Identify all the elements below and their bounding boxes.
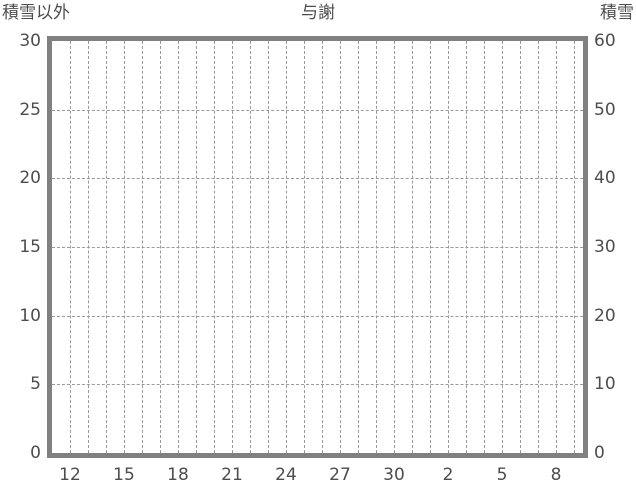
right-axis-ticks: 0 10 20 30 40 50 60	[594, 31, 636, 463]
left-tick-label: 25	[19, 99, 41, 120]
left-tick-label: 15	[19, 237, 41, 257]
x-tick-label: 27	[329, 465, 351, 485]
left-tick-label: 0	[30, 443, 41, 463]
x-axis-ticks: 12 15 18 21 24 27 30 2 5 8	[47, 464, 588, 494]
x-tick-label: 30	[383, 465, 405, 485]
left-tick-label: 30	[19, 31, 41, 51]
right-tick-label: 50	[594, 99, 616, 120]
x-tick-label: 5	[496, 465, 508, 485]
plot-grid	[52, 41, 583, 453]
x-tick-label: 2	[442, 465, 454, 485]
left-tick-label: 20	[19, 168, 41, 189]
right-tick-label: 0	[594, 443, 605, 463]
right-tick-label: 20	[594, 305, 616, 326]
x-tick-label: 18	[167, 465, 189, 485]
x-tick-label: 15	[113, 465, 135, 485]
x-tick-label: 12	[59, 465, 81, 485]
right-axis-caption: 積雪	[600, 3, 634, 23]
horizontal-gridline	[52, 109, 583, 111]
horizontal-gridline	[52, 178, 583, 180]
horizontal-gridline	[52, 315, 583, 317]
right-tick-label: 60	[594, 31, 616, 51]
right-tick-label: 10	[594, 374, 616, 395]
horizontal-gridline	[52, 247, 583, 248]
horizontal-gridline	[52, 384, 583, 386]
x-tick-label: 21	[221, 465, 243, 485]
plot-area	[47, 36, 588, 458]
left-tick-label: 5	[30, 374, 41, 395]
right-tick-label: 40	[594, 168, 616, 189]
chart-title: 与謝	[301, 3, 335, 23]
left-tick-label: 10	[19, 305, 41, 326]
x-tick-label: 24	[275, 465, 297, 485]
x-tick-label: 8	[550, 465, 562, 485]
right-tick-label: 30	[594, 237, 616, 257]
left-axis-ticks: 0 5 10 15 20 25 30	[0, 31, 41, 463]
left-axis-caption: 積雪以外	[2, 3, 70, 23]
